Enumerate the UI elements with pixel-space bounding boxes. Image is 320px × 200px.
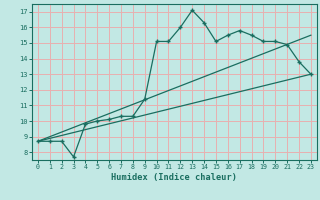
- X-axis label: Humidex (Indice chaleur): Humidex (Indice chaleur): [111, 173, 237, 182]
